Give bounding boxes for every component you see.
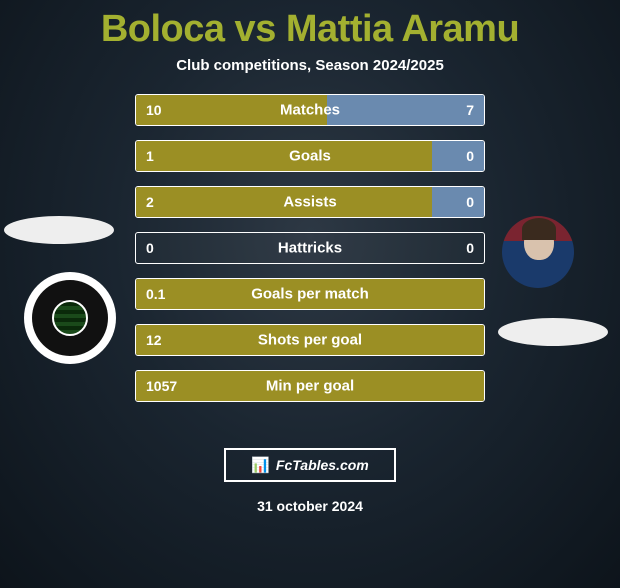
page-subtitle: Club competitions, Season 2024/2025 — [0, 57, 620, 74]
stat-value-right: 7 — [466, 102, 474, 118]
stat-value-left: 10 — [146, 102, 162, 118]
stat-value-right: 0 — [466, 148, 474, 164]
snapshot-date: 31 october 2024 — [0, 498, 620, 514]
stat-value-left: 1 — [146, 148, 154, 164]
stat-bar-right — [327, 95, 484, 125]
stat-row-assists: Assists 2 0 — [135, 186, 485, 218]
stat-value-left: 1057 — [146, 378, 177, 394]
comparison-chart: Matches107Goals10Assists20Hattricks00Goa… — [0, 94, 620, 424]
stat-value-right: 0 — [466, 194, 474, 210]
stat-label: Goals — [289, 148, 331, 165]
stat-label: Matches — [280, 102, 340, 119]
stat-row-goals: Goals 1 0 — [135, 140, 485, 172]
right-player-avatar — [502, 216, 574, 288]
site-badge[interactable]: 📊 FcTables.com — [224, 448, 396, 482]
stat-label: Goals per match — [251, 286, 369, 303]
stat-bar-right — [432, 187, 484, 217]
stat-label: Assists — [283, 194, 336, 211]
stat-row-goals-per-match: Goals per match 0.1 — [135, 278, 485, 310]
right-player-flag — [498, 318, 608, 346]
site-name: FcTables.com — [276, 457, 369, 473]
chart-icon: 📊 — [251, 456, 270, 474]
stat-row-min-per-goal: Min per goal 1057 — [135, 370, 485, 402]
stat-row-shots-per-goal: Shots per goal 12 — [135, 324, 485, 356]
page-title: Boloca vs Mattia Aramu — [0, 8, 620, 51]
stat-label: Min per goal — [266, 378, 354, 395]
stat-value-left: 2 — [146, 194, 154, 210]
left-player-flag — [4, 216, 114, 244]
stat-bar-right — [432, 141, 484, 171]
stat-value-right: 0 — [466, 240, 474, 256]
stat-value-left: 0 — [146, 240, 154, 256]
stat-label: Hattricks — [278, 240, 342, 257]
stat-value-left: 0.1 — [146, 286, 165, 302]
stat-value-left: 12 — [146, 332, 162, 348]
stat-row-hattricks: Hattricks 0 0 — [135, 232, 485, 264]
stat-label: Shots per goal — [258, 332, 362, 349]
left-player-club-badge — [24, 272, 116, 364]
stat-bar-left — [136, 141, 432, 171]
stat-row-matches: Matches 10 7 — [135, 94, 485, 126]
